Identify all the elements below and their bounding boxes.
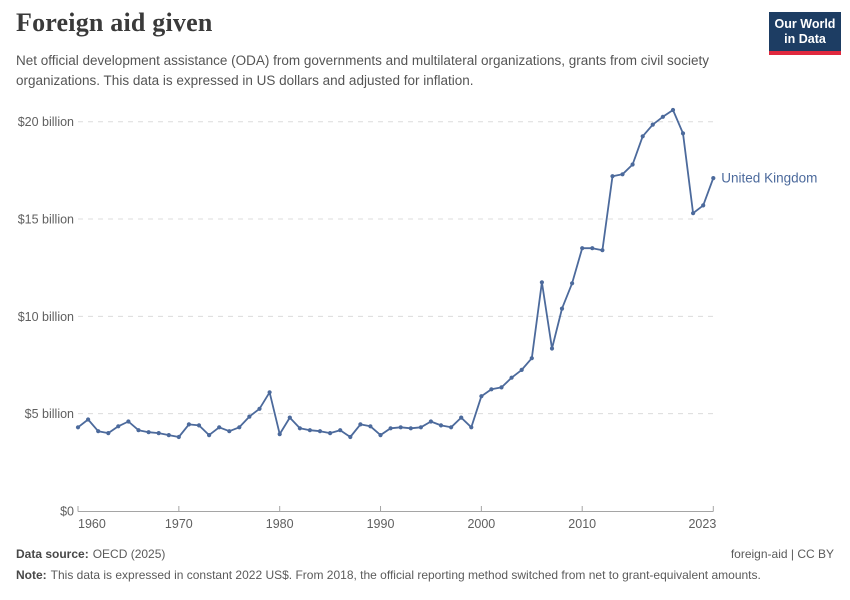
data-point[interactable]: [418, 425, 423, 430]
data-point[interactable]: [428, 419, 433, 424]
data-point[interactable]: [489, 387, 494, 392]
x-axis-tick-label: 2010: [568, 517, 596, 531]
data-point[interactable]: [307, 428, 312, 433]
data-point[interactable]: [499, 385, 504, 390]
data-point[interactable]: [539, 280, 545, 285]
y-axis-tick-label: $10 billion: [18, 310, 74, 324]
data-point[interactable]: [519, 367, 524, 372]
data-source: Data source: OECD (2025): [16, 547, 165, 561]
data-point[interactable]: [176, 434, 181, 440]
y-axis-tick-label: $15 billion: [18, 213, 74, 227]
x-axis-tick-label: 1960: [78, 517, 106, 531]
owid-logo-line2: in Data: [784, 32, 826, 46]
data-point[interactable]: [126, 419, 131, 424]
data-source-label: Data source:: [16, 547, 89, 561]
data-point[interactable]: [559, 306, 565, 311]
x-axis-tick-label: 1970: [165, 517, 193, 531]
data-point[interactable]: [247, 414, 252, 419]
data-point[interactable]: [509, 375, 514, 380]
data-point[interactable]: [650, 122, 655, 127]
data-point[interactable]: [116, 424, 121, 429]
license-link[interactable]: foreign-aid | CC BY: [730, 547, 834, 561]
data-point[interactable]: [186, 422, 191, 427]
data-point[interactable]: [368, 424, 373, 429]
data-point[interactable]: [600, 248, 605, 253]
data-point[interactable]: [630, 162, 635, 167]
data-point[interactable]: [549, 346, 555, 351]
page-title: Foreign aid given: [16, 8, 213, 37]
data-point[interactable]: [86, 417, 91, 422]
data-point[interactable]: [267, 390, 272, 395]
data-point[interactable]: [75, 425, 81, 430]
data-point[interactable]: [449, 425, 454, 430]
data-point[interactable]: [691, 211, 696, 216]
data-point[interactable]: [227, 429, 232, 434]
chart-footer: Data source: OECD (2025) foreign-aid | CC…: [16, 547, 834, 582]
data-point[interactable]: [287, 415, 292, 420]
data-point[interactable]: [237, 425, 242, 430]
data-point[interactable]: [680, 131, 686, 136]
x-axis-tick-label: 2000: [467, 517, 495, 531]
data-point[interactable]: [711, 176, 716, 181]
data-point[interactable]: [660, 114, 666, 119]
data-point[interactable]: [378, 433, 383, 438]
data-point[interactable]: [317, 429, 323, 434]
data-point[interactable]: [166, 433, 171, 438]
x-axis-tick-label: 2023: [688, 517, 716, 531]
owid-logo-line1: Our World: [774, 17, 836, 31]
data-point[interactable]: [257, 406, 262, 411]
data-point[interactable]: [408, 426, 413, 431]
data-point[interactable]: [297, 426, 302, 431]
data-source-value: OECD (2025): [92, 547, 166, 561]
data-point[interactable]: [529, 356, 534, 361]
y-axis-tick-label: $5 billion: [25, 407, 74, 421]
x-axis-tick-label: 1990: [367, 517, 395, 531]
chart-note: Note: This data is expressed in constant …: [16, 568, 834, 582]
data-point[interactable]: [217, 425, 222, 430]
data-point[interactable]: [580, 246, 585, 251]
data-point[interactable]: [590, 246, 595, 251]
y-axis-tick-label: $20 billion: [18, 115, 74, 129]
data-point[interactable]: [388, 426, 393, 431]
data-point[interactable]: [479, 394, 484, 399]
data-point[interactable]: [469, 425, 474, 430]
data-point[interactable]: [106, 431, 111, 436]
data-point[interactable]: [438, 423, 444, 428]
data-point[interactable]: [146, 430, 151, 435]
series-label-united-kingdom[interactable]: United Kingdom: [721, 171, 817, 186]
data-point[interactable]: [96, 429, 101, 434]
data-point[interactable]: [348, 434, 353, 440]
data-point[interactable]: [358, 422, 363, 427]
data-point[interactable]: [459, 415, 464, 420]
data-point[interactable]: [570, 281, 575, 286]
data-point[interactable]: [620, 172, 625, 177]
chart-subtitle: Net official development assistance (ODA…: [16, 53, 710, 88]
data-point[interactable]: [338, 428, 343, 433]
data-line-united-kingdom[interactable]: [77, 109, 715, 438]
data-point[interactable]: [207, 433, 212, 438]
data-point[interactable]: [701, 203, 706, 208]
data-point[interactable]: [328, 431, 333, 436]
data-point[interactable]: [610, 174, 615, 179]
note-label: Note:: [16, 568, 47, 582]
note-value: This data is expressed in constant 2022 …: [50, 568, 761, 582]
data-point[interactable]: [277, 432, 282, 437]
data-point[interactable]: [670, 107, 676, 113]
x-axis-tick-label: 1980: [266, 517, 294, 531]
data-point[interactable]: [640, 134, 645, 139]
data-point[interactable]: [136, 428, 141, 433]
data-point[interactable]: [398, 425, 403, 430]
data-point[interactable]: [156, 431, 161, 436]
y-axis-tick-label: $0: [60, 505, 74, 519]
data-point[interactable]: [196, 423, 202, 428]
owid-logo[interactable]: Our World in Data: [769, 12, 841, 55]
